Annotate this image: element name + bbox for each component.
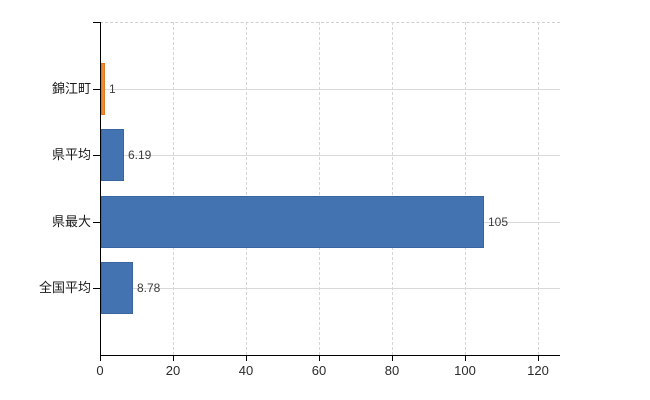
- vertical-gridline: [538, 22, 539, 355]
- vertical-gridline: [465, 22, 466, 355]
- y-axis-tick: [93, 222, 100, 223]
- vertical-gridline: [173, 22, 174, 355]
- plot-top-border: [100, 22, 560, 23]
- x-axis-tick-label: 20: [165, 363, 181, 378]
- value-label: 6.19: [128, 148, 152, 162]
- y-axis-tick: [93, 22, 100, 23]
- y-axis-tick: [93, 89, 100, 90]
- vertical-gridline: [319, 22, 320, 355]
- bar: [101, 196, 484, 248]
- bar: [101, 262, 133, 314]
- x-axis-tick-label: 60: [311, 363, 327, 378]
- category-label: 県最大: [51, 214, 91, 229]
- x-axis-line: [100, 355, 560, 356]
- bar: [101, 129, 124, 181]
- y-axis-line: [100, 22, 101, 356]
- y-axis-tick: [93, 288, 100, 289]
- value-label: 1: [109, 82, 116, 96]
- x-axis-tick-label: 0: [96, 363, 104, 378]
- x-axis-tick: [100, 355, 101, 361]
- x-axis-tick-label: 40: [238, 363, 254, 378]
- x-axis-tick: [319, 355, 320, 361]
- value-label: 8.78: [137, 281, 161, 295]
- value-label: 105: [488, 215, 509, 229]
- y-axis-tick: [93, 155, 100, 156]
- category-label: 全国平均: [38, 280, 91, 295]
- category-label: 錦江町: [51, 81, 91, 96]
- x-axis-tick: [246, 355, 247, 361]
- horizontal-gridline: [100, 89, 560, 90]
- vertical-gridline: [246, 22, 247, 355]
- x-axis-tick: [173, 355, 174, 361]
- bar: [101, 63, 105, 115]
- vertical-gridline: [392, 22, 393, 355]
- horizontal-gridline: [100, 288, 560, 289]
- x-axis-tick: [538, 355, 539, 361]
- x-axis-tick-label: 100: [454, 363, 476, 378]
- x-axis-tick-label: 80: [384, 363, 400, 378]
- x-axis-tick-label: 120: [527, 363, 549, 378]
- horizontal-gridline: [100, 155, 560, 156]
- x-axis-tick: [465, 355, 466, 361]
- category-label: 県平均: [51, 147, 91, 162]
- x-axis-tick: [392, 355, 393, 361]
